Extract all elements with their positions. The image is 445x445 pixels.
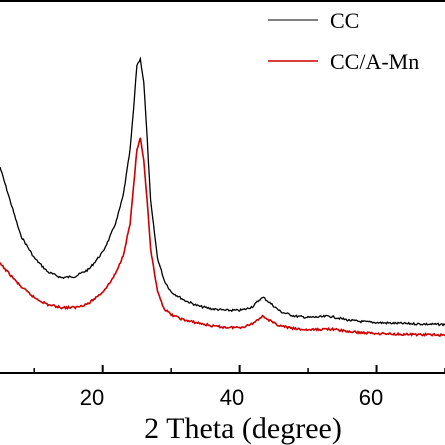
x-tick-label-40: 40 bbox=[220, 385, 244, 410]
x-axis-label: 2 Theta (degree) bbox=[144, 412, 342, 445]
series-line-cc-a-mn bbox=[0, 137, 445, 337]
x-ticks bbox=[33, 365, 445, 373]
x-tick-label-60: 60 bbox=[359, 385, 383, 410]
legend-label-cc: CC bbox=[330, 8, 359, 33]
series-line-cc bbox=[0, 56, 445, 327]
x-tick-label-20: 20 bbox=[80, 385, 104, 410]
series-lines bbox=[0, 56, 445, 337]
legend: CC CC/A-Mn bbox=[268, 8, 419, 74]
legend-label-cc-a-mn: CC/A-Mn bbox=[330, 49, 419, 74]
